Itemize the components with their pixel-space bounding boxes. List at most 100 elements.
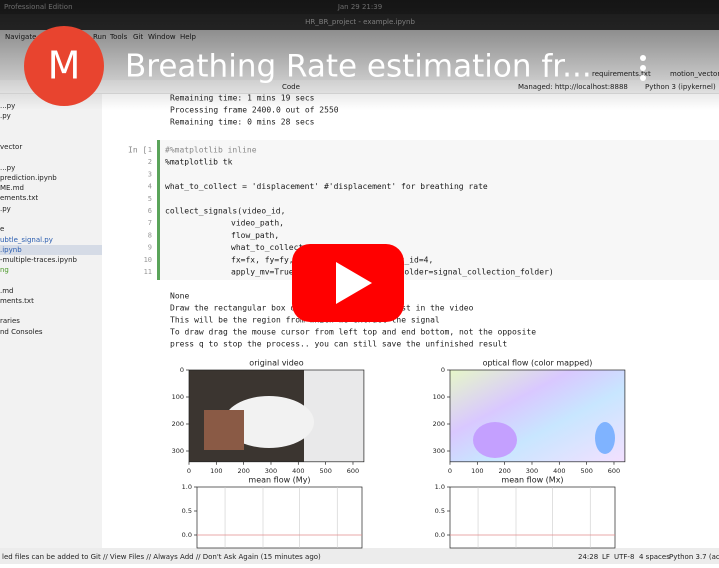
x-tick-label: 300	[265, 467, 277, 475]
code-line: flow_path,	[231, 231, 279, 240]
status-item: Python 3.7 (aci2	[669, 553, 719, 561]
y-tick-label: 0.0	[435, 531, 445, 539]
flow-region	[595, 422, 615, 454]
sidebar-item: ng	[0, 266, 9, 274]
sidebar-item: vector	[0, 143, 22, 151]
y-tick-label: 0	[441, 366, 445, 374]
line-number: 3	[148, 170, 152, 178]
x-tick-label: 500	[319, 467, 331, 475]
axes-frame	[449, 486, 616, 549]
line-number: 9	[148, 244, 152, 252]
y-tick-label: 0.5	[182, 507, 192, 515]
status-item: LF	[602, 553, 610, 561]
sidebar-selection	[0, 245, 102, 255]
y-tick-label: 1.0	[435, 483, 445, 491]
line-number: 8	[148, 231, 152, 239]
sidebar-item: raries	[0, 317, 20, 325]
code-line: collect_signals(video_id,	[165, 207, 285, 216]
x-tick-label: 400	[553, 467, 565, 475]
sidebar-item: ...py	[0, 164, 15, 172]
y-tick-label: 100	[433, 393, 445, 401]
code-cell	[160, 140, 719, 280]
cell-marker	[157, 140, 160, 280]
sidebar-item: nd Consoles	[0, 328, 43, 336]
sidebar-item: ubtle_signal.py	[0, 236, 53, 244]
code-line: #%matplotlib inline	[165, 146, 257, 155]
y-tick-label: 300	[433, 447, 445, 455]
menu-dot	[640, 75, 646, 81]
menu-dot[interactable]	[640, 55, 646, 61]
sidebar-item: -multiple-traces.ipynb	[0, 256, 78, 264]
channel-avatar[interactable]	[24, 26, 104, 106]
axes-frame	[188, 369, 365, 463]
plot-title: original video	[249, 359, 303, 368]
x-tick-label: 200	[237, 467, 249, 475]
video-wall	[304, 370, 364, 462]
plot-title: mean flow (Mx)	[501, 476, 563, 485]
axes-frame	[449, 369, 626, 463]
sidebar-item: ME.md	[0, 184, 24, 192]
video-overlay: M Breathing Rate estimation fr...	[0, 0, 719, 322]
output-line: To draw drag the mouse cursor from left …	[170, 328, 536, 337]
plot-title: optical flow (color mapped)	[483, 359, 593, 368]
y-tick-label: 0	[180, 366, 184, 374]
sidebar-item: .py	[0, 205, 11, 213]
y-tick-label: 0.0	[182, 531, 192, 539]
cell-prompt: In [	[128, 146, 147, 155]
x-tick-label: 200	[498, 467, 510, 475]
y-tick-label: 200	[172, 420, 184, 428]
y-tick-label: 300	[172, 447, 184, 455]
x-tick-label: 400	[292, 467, 304, 475]
code-line: video_path,	[231, 219, 284, 228]
sidebar-item: ements.txt	[0, 194, 38, 202]
plot-title: mean flow (My)	[248, 476, 310, 485]
sidebar-item: ments.txt	[0, 297, 34, 305]
y-tick-label: 0.5	[435, 507, 445, 515]
menu-dot	[640, 65, 646, 71]
sidebar-item: .ipynb	[0, 246, 22, 254]
status-message: led files can be added to Git // View Fi…	[2, 553, 321, 561]
line-number: 11	[144, 268, 152, 276]
line-number: 1	[148, 146, 152, 154]
line-number: 5	[148, 195, 152, 203]
title-shade	[0, 0, 719, 110]
code-line: %matplotlib tk	[165, 158, 233, 167]
status-item: 4 spaces	[639, 553, 670, 561]
y-tick-label: 1.0	[182, 483, 192, 491]
output-line: Remaining time: 0 mins 28 secs	[170, 118, 315, 127]
sidebar-item: .py	[0, 112, 11, 120]
code-line: what_to_collect = 'displacement' #'displ…	[165, 182, 488, 191]
video-title[interactable]: Breathing Rate estimation fr...	[125, 49, 592, 85]
line-number: 2	[148, 158, 152, 166]
x-tick-label: 600	[347, 467, 359, 475]
flow-region	[473, 422, 517, 458]
y-tick-label: 200	[433, 420, 445, 428]
line-number: 4	[148, 183, 152, 191]
sidebar-item: .md	[0, 287, 14, 295]
x-tick-label: 0	[187, 467, 191, 475]
sidebar-item: e	[0, 225, 4, 233]
x-tick-label: 600	[608, 467, 620, 475]
x-tick-label: 0	[448, 467, 452, 475]
x-tick-label: 300	[526, 467, 538, 475]
line-number: 6	[148, 207, 152, 215]
code-line: what_to_collect,	[231, 243, 308, 252]
project-sidebar	[0, 94, 102, 548]
x-tick-label: 100	[210, 467, 222, 475]
status-item: UTF-8	[614, 553, 634, 561]
output-line: press q to stop the process.. you can st…	[170, 340, 507, 349]
line-number: 7	[148, 219, 152, 227]
y-tick-label: 100	[172, 393, 184, 401]
x-tick-label: 100	[471, 467, 483, 475]
status-item: 24:28	[578, 553, 598, 561]
axes-frame	[196, 486, 363, 549]
sidebar-item: prediction.ipynb	[0, 174, 57, 182]
output-line: None	[170, 292, 189, 301]
line-number: 10	[144, 256, 152, 264]
x-tick-label: 500	[580, 467, 592, 475]
play-icon	[336, 262, 372, 304]
channel-initial: M	[48, 44, 81, 88]
video-object	[204, 410, 244, 450]
video-subject	[224, 396, 314, 448]
